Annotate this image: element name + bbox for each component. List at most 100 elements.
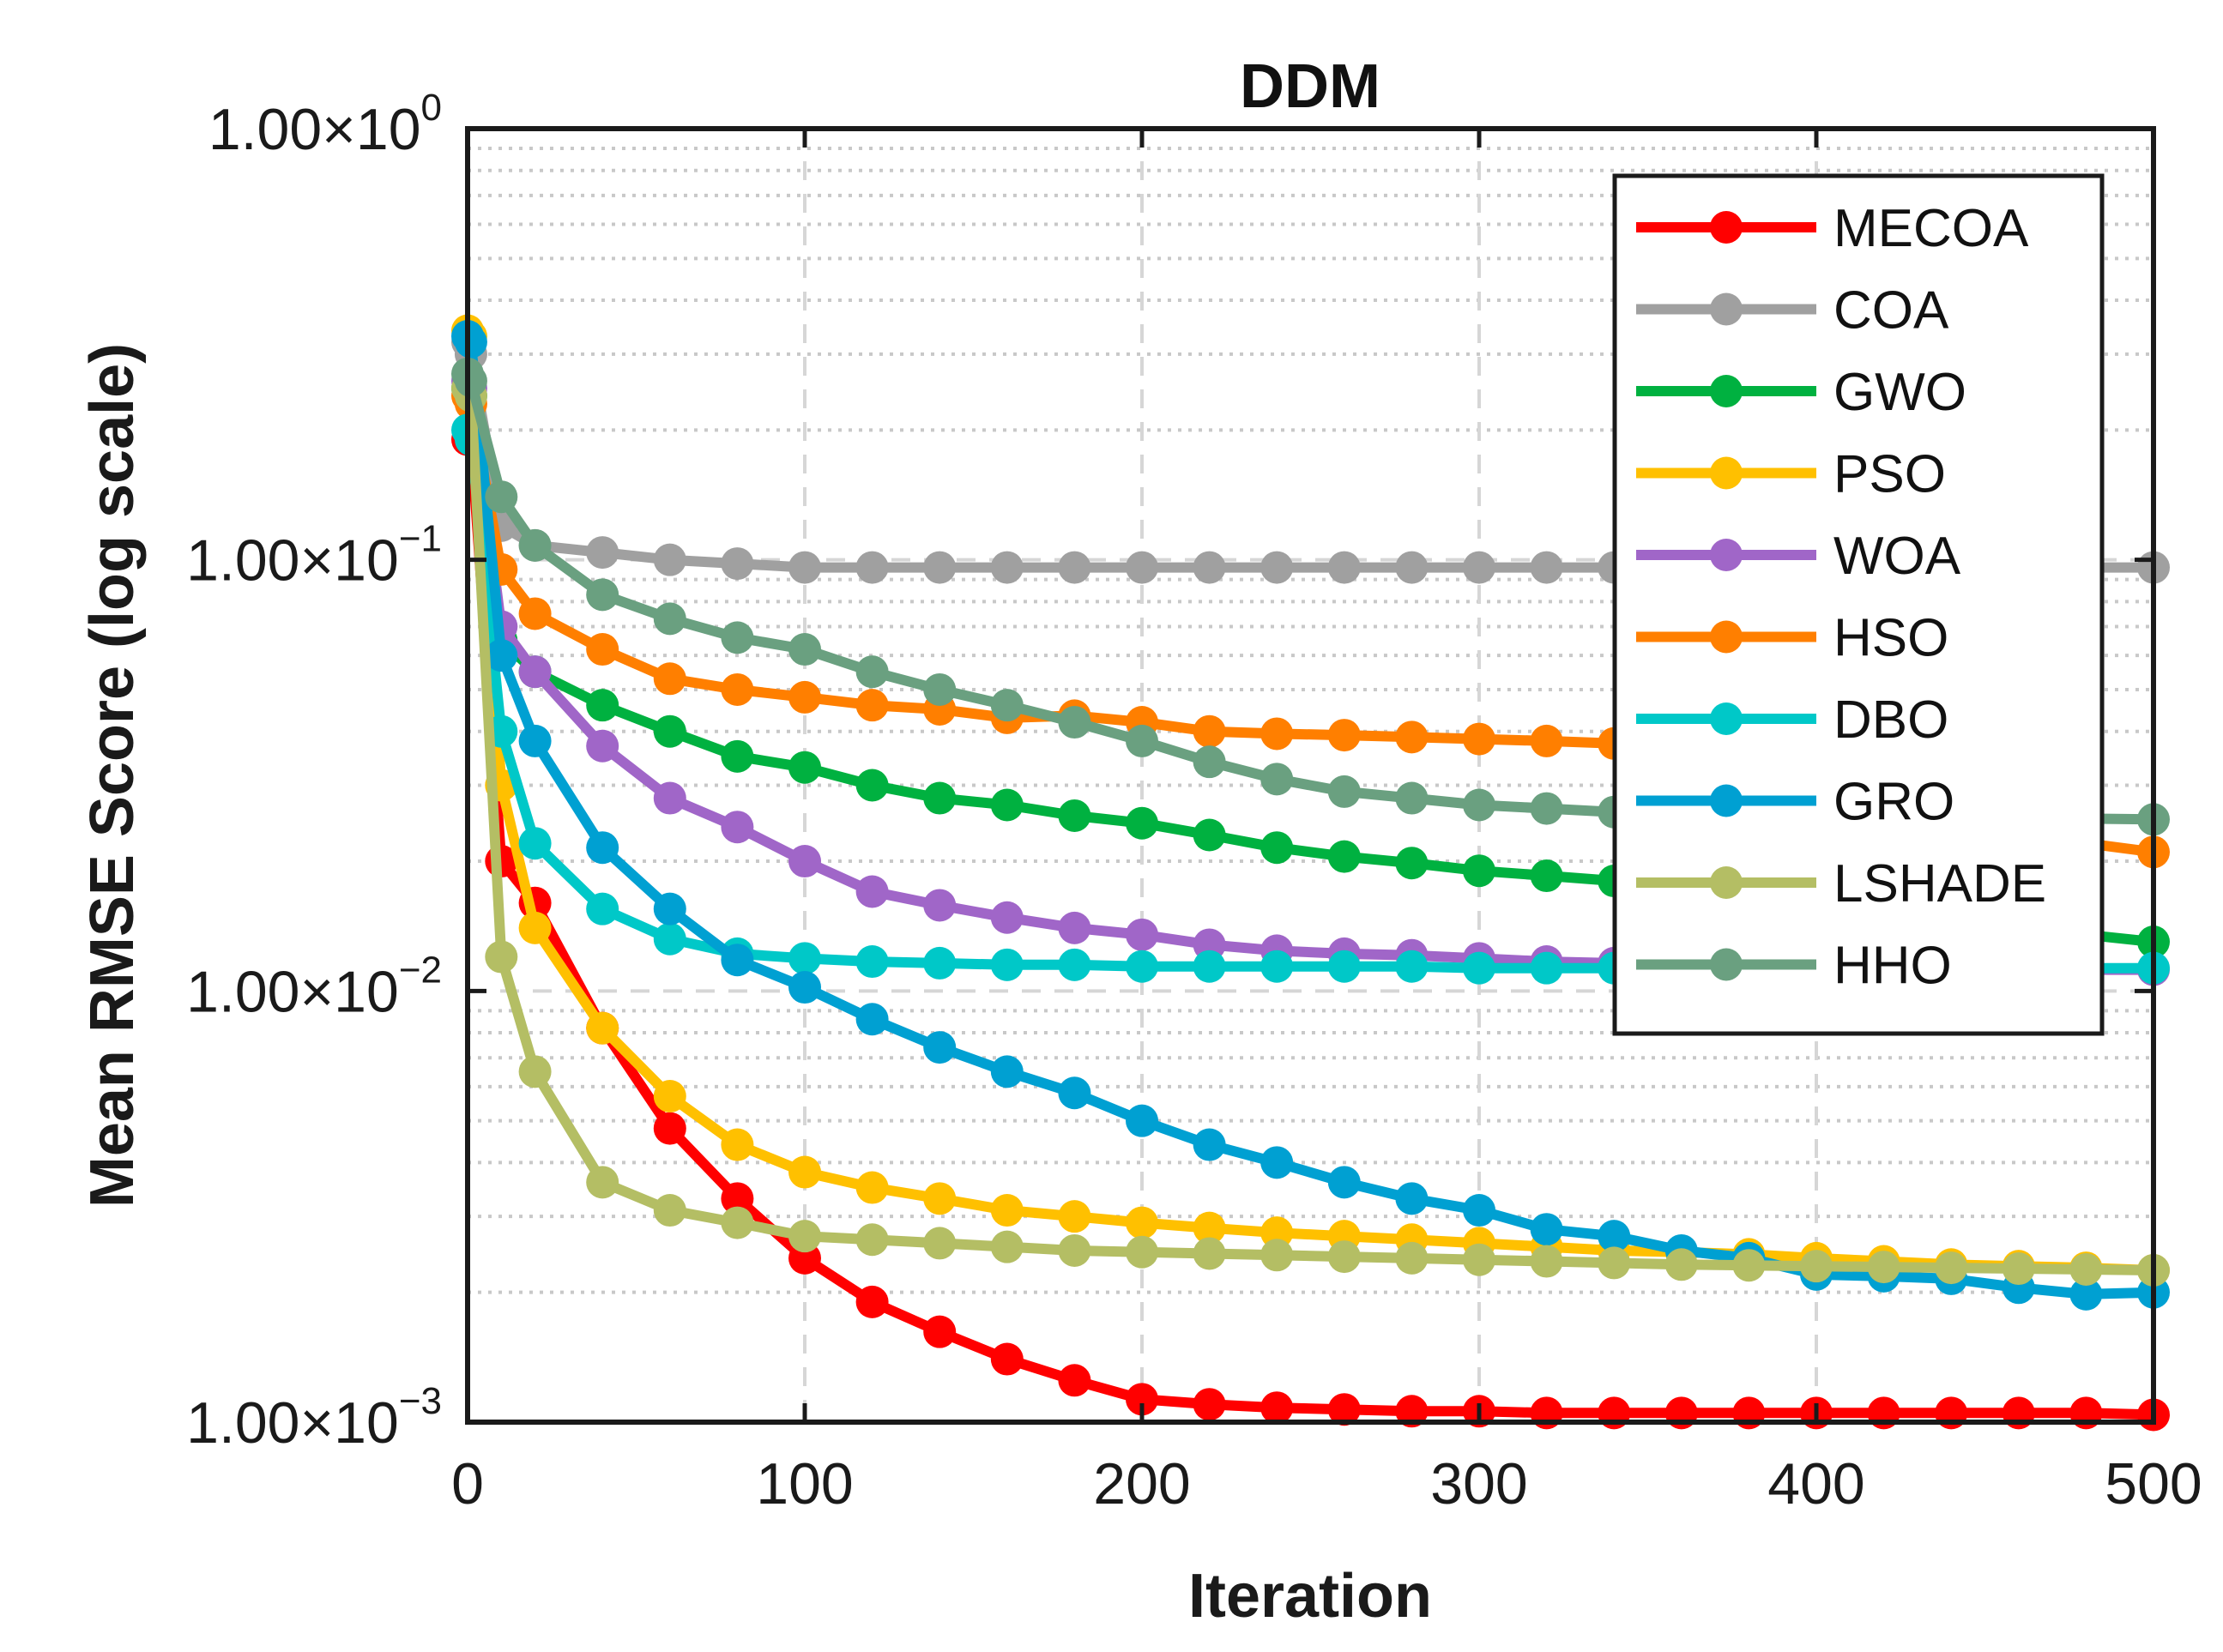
data-point-coa [1260, 551, 1294, 584]
data-point-hso [788, 680, 821, 714]
data-point-woa [586, 729, 619, 763]
data-point-woa [990, 901, 1024, 934]
y-tick-label: 1.00×100 [208, 87, 442, 162]
data-point-hso [586, 633, 619, 666]
data-point-hho [1530, 792, 1563, 825]
data-point-lshade [1530, 1245, 1563, 1278]
data-point-hho [1260, 763, 1294, 796]
legend-swatch-marker [1710, 702, 1743, 735]
data-point-pso [923, 1182, 957, 1215]
data-point-lshade [1800, 1250, 1833, 1283]
data-point-hho [1126, 724, 1158, 757]
data-point-coa [1058, 551, 1091, 584]
x-tick-label: 500 [2105, 1451, 2202, 1516]
data-point-hho [1193, 745, 1226, 779]
legend-entry-lshade: LSHADE [1636, 854, 2046, 913]
data-point-gro [454, 325, 487, 359]
data-point-pso [586, 1011, 619, 1045]
x-tick-label: 0 [451, 1451, 484, 1516]
data-point-woa [518, 655, 552, 689]
legend-swatch-marker [1710, 456, 1743, 490]
data-point-gro [855, 1003, 889, 1036]
data-point-pso [855, 1171, 889, 1204]
legend-label: COA [1833, 281, 1949, 341]
series-line-gro [462, 331, 2159, 1299]
data-point-lshade [923, 1227, 957, 1260]
data-point-lshade [721, 1206, 754, 1239]
data-point-gro [923, 1031, 957, 1064]
data-point-hho [454, 365, 487, 398]
y-tick-label: 1.00×10−3 [186, 1380, 442, 1456]
x-tick-label: 100 [756, 1451, 853, 1516]
data-point-coa [653, 543, 686, 576]
data-point-mecoa [1058, 1364, 1091, 1397]
data-point-hho [788, 633, 821, 666]
legend-swatch-marker [1710, 211, 1743, 244]
data-point-pso [518, 911, 552, 944]
data-point-hho [1058, 706, 1091, 739]
data-point-gro [586, 831, 619, 865]
data-point-woa [1126, 918, 1158, 951]
data-point-hho [653, 602, 686, 636]
legend-entry-woa: WOA [1636, 527, 1961, 586]
x-tick-label: 200 [1093, 1451, 1190, 1516]
series-line-lshade [462, 383, 2159, 1275]
data-point-coa [1193, 551, 1226, 584]
data-point-coa [1463, 551, 1495, 584]
data-point-gro [1260, 1146, 1294, 1179]
data-point-gro [1126, 1104, 1158, 1137]
data-point-woa [855, 875, 889, 908]
data-point-gwo [1395, 847, 1429, 880]
data-point-pso [1058, 1200, 1091, 1233]
x-tick-label: 400 [1767, 1451, 1864, 1516]
data-point-gro [1327, 1166, 1361, 1199]
data-point-lshade [653, 1194, 686, 1227]
data-point-gro [2069, 1277, 2103, 1311]
data-point-pso [1260, 1216, 1294, 1250]
data-point-mecoa [653, 1112, 686, 1145]
tick-layer: 0 100 200 300 400 500 1.00×10−3 1.00×10−2 1.00×1… [186, 87, 2202, 1516]
data-point-coa [1530, 551, 1563, 584]
data-point-mecoa [855, 1285, 889, 1318]
data-point-gwo [1463, 854, 1495, 888]
data-point-dbo [1463, 951, 1495, 985]
data-point-mecoa [923, 1315, 957, 1348]
data-point-lshade [1327, 1240, 1361, 1274]
data-point-gwo [1530, 859, 1563, 893]
legend-swatch-marker [1710, 784, 1743, 817]
data-point-dbo [855, 945, 889, 979]
data-point-mecoa [1193, 1388, 1226, 1421]
data-point-dbo [1327, 950, 1361, 983]
data-point-dbo [990, 948, 1024, 981]
data-point-hso [1395, 720, 1429, 754]
data-point-hho [518, 528, 552, 562]
data-point-gro [1193, 1128, 1226, 1161]
data-point-dbo [1395, 950, 1429, 983]
legend-label: GWO [1833, 363, 1966, 422]
y-tick-label: 1.00×10−1 [186, 518, 442, 594]
data-point-gro [788, 971, 821, 1004]
data-point-gwo [788, 751, 821, 784]
data-point-pso [788, 1155, 821, 1189]
legend-box [1612, 173, 2105, 1036]
data-point-dbo [1193, 950, 1226, 983]
data-point-hso [1193, 714, 1226, 748]
data-point-gro [518, 724, 552, 757]
data-point-hho [1463, 788, 1495, 822]
legend-label: DBO [1833, 690, 1948, 750]
data-point-gro [990, 1055, 1024, 1088]
data-point-dbo [1126, 950, 1158, 983]
legend-swatch-marker [1710, 375, 1743, 407]
data-point-mecoa [1126, 1383, 1158, 1416]
data-point-coa [855, 551, 889, 584]
data-point-hho [586, 578, 619, 612]
legend-label: LSHADE [1833, 854, 2046, 913]
data-point-gwo [586, 689, 619, 722]
data-point-dbo [923, 946, 957, 980]
legend-entry-gwo: GWO [1636, 363, 1966, 422]
data-point-mecoa [1260, 1391, 1294, 1425]
data-point-lshade [990, 1230, 1024, 1263]
legend-swatch-marker [1710, 948, 1743, 981]
data-point-hso [1260, 717, 1294, 751]
data-point-coa [586, 536, 619, 570]
